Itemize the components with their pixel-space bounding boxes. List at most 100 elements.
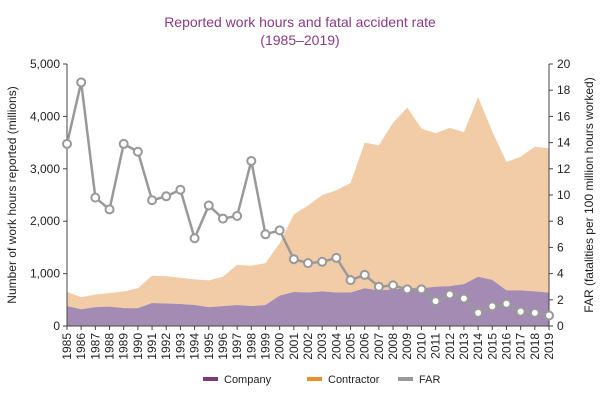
far-point (274, 225, 285, 236)
y-right-tick-label: 4 (557, 267, 564, 281)
far-point (331, 252, 342, 263)
far-point (189, 233, 200, 244)
y-left-tick-label: 0 (53, 319, 60, 333)
far-point (288, 254, 299, 265)
x-tick-label: 1993 (173, 333, 187, 360)
x-tick-label: 2009 (400, 333, 414, 360)
far-point (473, 307, 484, 318)
y-left-tick-label: 5,000 (30, 57, 60, 71)
x-tick-label: 2019 (542, 333, 556, 360)
legend-item: FAR (398, 374, 440, 386)
x-tick-label: 2017 (514, 333, 528, 360)
far-point (203, 200, 214, 211)
x-tick-label: 2018 (528, 333, 542, 360)
x-tick-label: 1991 (145, 333, 159, 360)
far-point (402, 284, 413, 295)
far-point (487, 301, 498, 312)
far-point (501, 298, 512, 309)
legend-label: Company (224, 374, 272, 386)
x-tick-label: 2011 (429, 333, 443, 359)
far-point (529, 307, 540, 318)
far-point (76, 77, 87, 88)
far-point (260, 229, 271, 240)
far-point (373, 281, 384, 292)
x-tick-label: 1999 (258, 333, 272, 360)
far-point (359, 269, 370, 280)
x-tick-label: 2003 (315, 333, 329, 360)
y-axis-left-title: Number of work hours reported (millions) (5, 86, 19, 303)
far-line-layer (62, 77, 554, 321)
x-tick-label: 2001 (287, 333, 301, 360)
area-layer (67, 97, 549, 326)
far-point (246, 155, 257, 166)
far-point (416, 284, 427, 295)
x-tick-label: 1992 (159, 333, 173, 360)
x-tick-label: 1997 (230, 333, 244, 360)
x-tick-label: 2006 (358, 333, 372, 360)
y-left-tick-label: 2,000 (30, 214, 60, 228)
x-tick-label: 2013 (457, 333, 471, 360)
far-point (232, 210, 243, 221)
x-tick-label: 1988 (103, 333, 117, 360)
far-point (62, 138, 72, 149)
chart-subtitle: (1985–2019) (260, 32, 339, 48)
far-point (458, 293, 469, 304)
x-tick-label: 1987 (88, 333, 102, 360)
y-right-tick-label: 0 (557, 319, 564, 333)
far-point (430, 296, 441, 307)
y-left-tick-label: 4,000 (30, 109, 60, 123)
x-tick-label: 2010 (414, 333, 428, 360)
legend-item: Contractor (307, 374, 380, 386)
y-axis-right-title: FAR (fatalities per 100 million hours wo… (582, 77, 596, 312)
x-tick-label: 1994 (188, 333, 202, 360)
x-tick-label: 1989 (117, 333, 131, 360)
y-right-tick-label: 14 (557, 136, 571, 150)
far-point (388, 280, 399, 291)
y-right-tick-label: 6 (557, 240, 564, 254)
legend-label: Contractor (328, 374, 380, 386)
x-tick-label: 2000 (273, 333, 287, 360)
far-point (544, 310, 554, 321)
x-tick-label: 2012 (443, 333, 457, 360)
y-right-tick-label: 20 (557, 57, 571, 71)
far-point (303, 258, 313, 269)
x-tick-label: 2007 (372, 333, 386, 360)
far-point (104, 204, 115, 215)
far-point (147, 195, 158, 206)
far-point (217, 213, 228, 224)
far-point (90, 192, 101, 203)
x-tick-label: 2014 (471, 333, 485, 360)
legend: Company Contractor FAR (203, 374, 440, 386)
chart-title: Reported work hours and fatal accident r… (164, 14, 436, 30)
x-tick-label: 2002 (301, 333, 315, 360)
legend-item: Company (203, 374, 272, 386)
x-tick-label: 1985 (60, 333, 74, 360)
contractor-area (67, 97, 549, 310)
y-right-tick-label: 10 (557, 188, 571, 202)
y-right-tick-label: 18 (557, 83, 571, 97)
x-tick-label: 2016 (499, 333, 513, 360)
y-right-tick-label: 12 (557, 162, 571, 176)
far-point (345, 275, 356, 286)
far-point (515, 306, 526, 317)
y-right-tick-label: 16 (557, 109, 571, 123)
x-tick-label: 1996 (216, 333, 230, 360)
axis-layer: 0 1,000 2,000 3,000 4,000 5,000 0 2 4 6 8 10 12 14 16 1… (30, 57, 571, 360)
company-area (67, 276, 549, 326)
far-point (118, 138, 129, 149)
far-point (317, 256, 328, 267)
far-point (444, 289, 455, 300)
y-right-tick-label: 2 (557, 293, 564, 307)
x-tick-label: 1990 (131, 333, 145, 360)
x-tick-label: 1986 (74, 333, 88, 360)
x-tick-label: 2015 (485, 333, 499, 360)
x-tick-label: 2004 (329, 333, 343, 360)
legend-label: FAR (419, 374, 440, 386)
y-right-tick-label: 8 (557, 214, 564, 228)
y-left-tick-label: 1,000 (30, 267, 60, 281)
far-point (132, 146, 143, 157)
far-point (161, 191, 172, 202)
y-left-tick-label: 3,000 (30, 162, 60, 176)
x-tick-label: 1995 (202, 333, 216, 360)
